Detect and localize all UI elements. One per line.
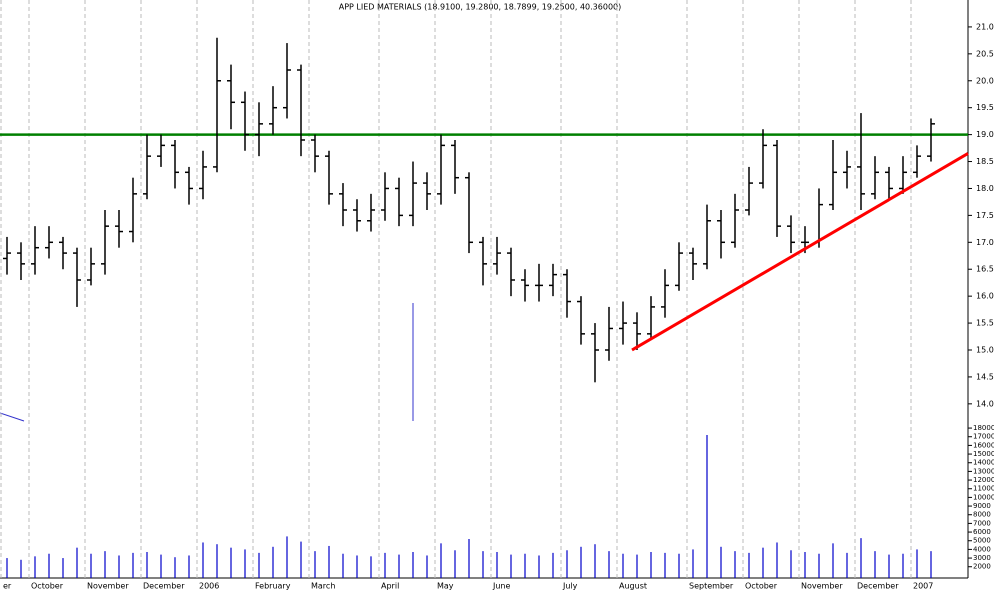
y-tick-label: 19.0 [976,130,994,139]
x-tick-label: October [745,582,778,591]
y2-tick-label: 16000 [973,441,994,449]
y2-tick-label: 2000 [973,563,991,571]
y-tick-label: 15.0 [976,346,994,355]
x-tick-label: September [689,582,734,591]
y2-tick-label: 5000 [973,537,991,545]
x-tick-label: November [87,582,129,591]
x-tick-label: er [3,582,12,591]
y2-tick-label: 17000 [973,433,994,441]
y-tick-label: 16.5 [976,265,994,274]
y-tick-label: 20.5 [976,49,994,58]
y-tick-label: 20.0 [976,76,994,85]
x-tick-label: March [311,582,335,591]
y2-tick-label: 14000 [973,459,994,467]
x-tick-label: June [492,582,511,591]
x-tick-label: August [619,582,647,591]
y2-tick-label: 12000 [973,476,994,484]
y-tick-label: 21.0 [976,22,994,31]
x-tick-label: May [437,582,454,591]
x-tick-label: December [143,582,185,591]
y-tick-label: 17.5 [976,211,994,220]
y-tick-label: 14.5 [976,372,994,381]
x-tick-label: July [562,582,578,591]
y2-tick-label: 9000 [973,502,991,510]
x-tick-label: April [381,582,399,591]
trendline [631,152,969,352]
y2-tick-label: 3000 [973,554,991,562]
y2-tick-label: 18000 [973,424,994,432]
chart-title: APP LIED MATERIALS (18.9100, 19.2800, 18… [339,3,622,12]
y2-tick-label: 15000 [973,450,994,458]
y2-tick-label: 7000 [973,519,991,527]
y2-tick-label: 10000 [973,493,994,501]
x-tick-label: February [255,582,291,591]
y-tick-label: 17.0 [976,238,994,247]
y-tick-label: 16.0 [976,292,994,301]
y2-tick-label: 6000 [973,528,991,536]
x-tick-label: October [31,582,64,591]
y2-tick-label: 8000 [973,511,991,519]
y-tick-label: 15.5 [976,319,994,328]
indicator-line [0,412,25,422]
y-tick-label: 18.5 [976,157,994,166]
y2-tick-label: 4000 [973,545,991,553]
x-tick-label: 2006 [199,582,219,591]
y-tick-label: 18.0 [976,184,994,193]
y2-tick-label: 13000 [973,467,994,475]
y-tick-label: 14.0 [976,399,994,408]
x-tick-label: November [801,582,843,591]
y-tick-label: 19.5 [976,103,994,112]
y2-tick-label: 11000 [973,485,994,493]
x-tick-label: December [857,582,899,591]
x-tick-label: 2007 [913,582,933,591]
